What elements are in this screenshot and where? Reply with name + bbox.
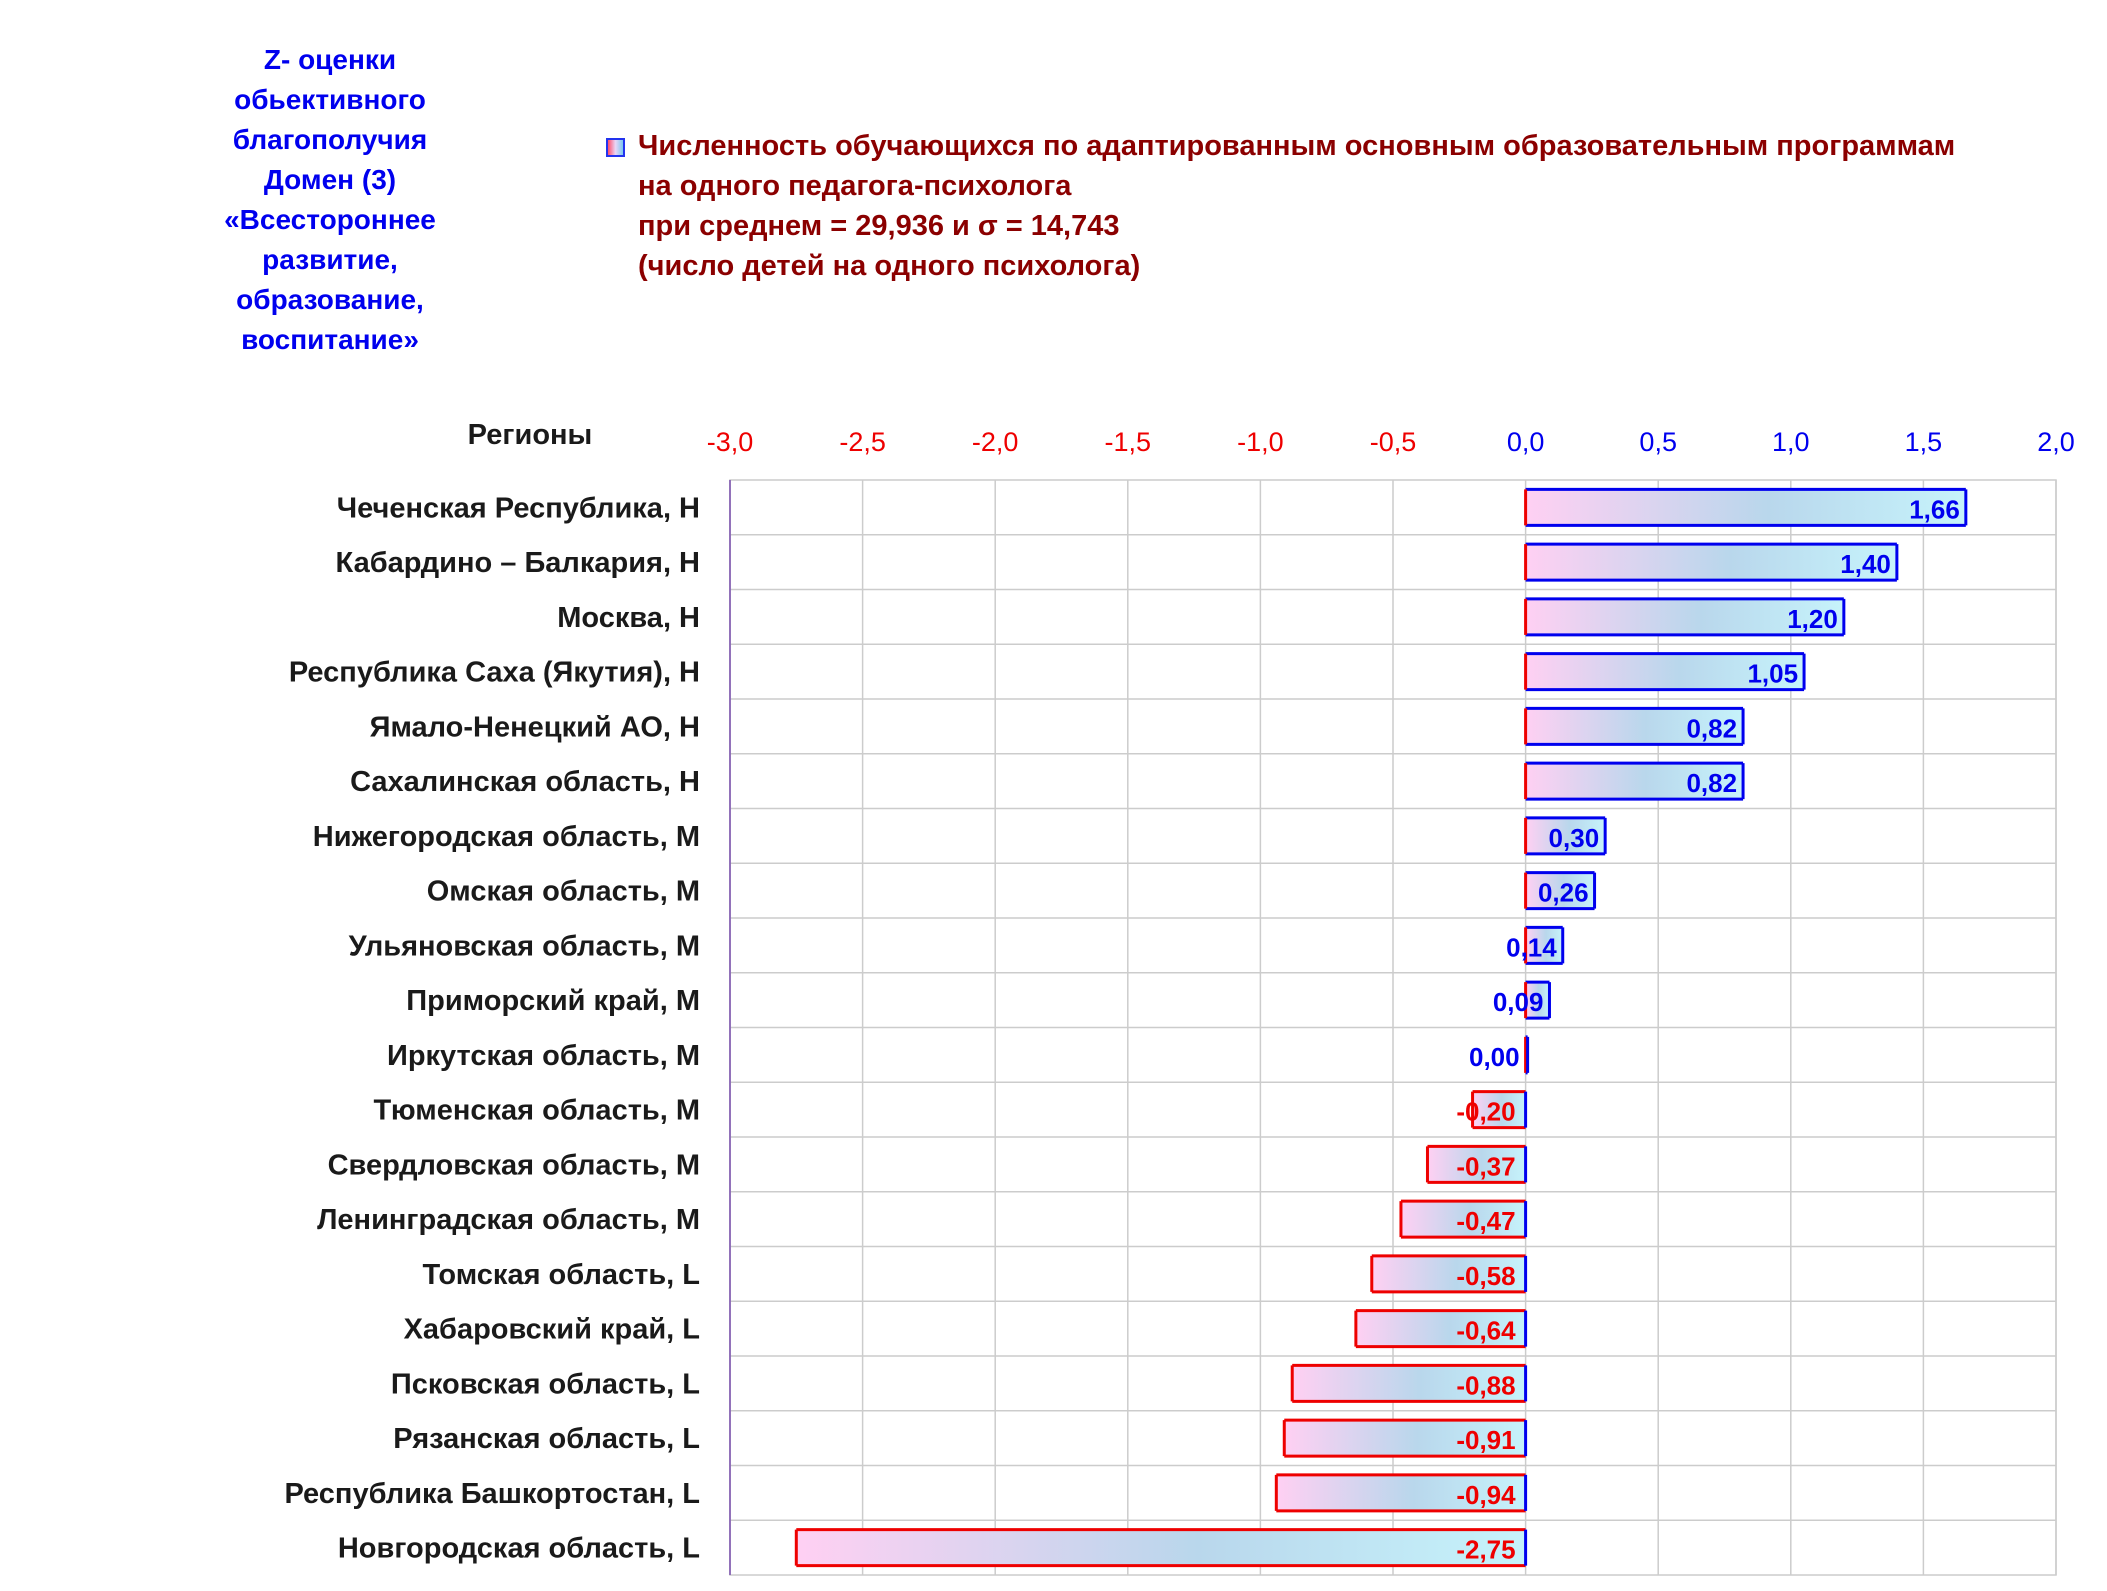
category-label: Ульяновская область, M (349, 930, 700, 962)
bar-value-label: 0,26 (1538, 878, 1589, 908)
domain-note-line: воспитание» (241, 324, 419, 355)
x-tick-label: 2,0 (2037, 427, 2075, 457)
bar (1525, 653, 1805, 690)
domain-note-line: Домен (3) (263, 164, 397, 195)
bar (1525, 817, 1606, 854)
bar (1525, 982, 1550, 1019)
legend-line: Численность обучающихся по адаптированны… (638, 130, 1956, 162)
category-label: Псковская область, L (391, 1368, 700, 1400)
domain-note-line: обьективного (234, 84, 426, 115)
legend-swatch (606, 138, 625, 157)
category-label: Нижегородская область, M (313, 821, 700, 853)
bar (1525, 763, 1744, 800)
category-label: Республика Саха (Якутия), H (289, 657, 700, 689)
domain-note: Z- оценки обьективного благополучия Доме… (205, 40, 455, 360)
bar (1400, 1201, 1526, 1238)
bar-value-label: -0,94 (1456, 1480, 1516, 1510)
legend-line: на одного педагога-психолога (638, 170, 1072, 202)
bar-value-label: 1,05 (1747, 659, 1798, 689)
bar (1284, 1420, 1526, 1457)
category-axis-title: Регионы (468, 419, 593, 451)
bar (1525, 598, 1844, 635)
x-tick-label: -2,5 (839, 427, 886, 457)
bar (1276, 1474, 1526, 1511)
x-tick-label: 1,5 (1905, 427, 1943, 457)
category-label: Иркутская область, M (387, 1040, 700, 1072)
domain-note-line: развитие, (262, 244, 398, 275)
category-label: Рязанская область, L (393, 1423, 700, 1455)
category-label: Чеченская Республика, H (337, 492, 700, 524)
bar-value-label: -0,20 (1456, 1097, 1515, 1127)
category-label: Свердловская область, M (328, 1149, 700, 1181)
bar-value-label: 0,30 (1549, 823, 1600, 853)
legend-line: при среднем = 29,936 и σ = 14,743 (638, 210, 1120, 242)
domain-note-line: благополучия (232, 124, 428, 155)
bar (1525, 927, 1563, 964)
bar-value-label: -0,37 (1456, 1151, 1515, 1181)
legend-text: Численность обучающихся по адаптированны… (638, 126, 1955, 286)
category-label: Ленинградская область, M (317, 1204, 700, 1236)
domain-note-line: образование, (236, 284, 424, 315)
bar-value-label: 0,00 (1469, 1042, 1520, 1072)
category-label: Томская область, L (423, 1259, 700, 1291)
bar-value-label: 1,66 (1909, 494, 1960, 524)
x-tick-label: 1,0 (1772, 427, 1810, 457)
bar-value-label: 1,20 (1787, 604, 1838, 634)
bar-value-label: -0,58 (1456, 1261, 1515, 1291)
bar (1525, 708, 1744, 745)
category-label: Сахалинская область, H (350, 766, 700, 798)
category-label: Омская область, M (427, 876, 700, 908)
bar (1292, 1365, 1526, 1402)
bar-value-label: -0,91 (1456, 1425, 1515, 1455)
bar (1525, 489, 1966, 526)
category-label: Хабаровский край, L (404, 1314, 700, 1346)
bar (1427, 1146, 1526, 1183)
category-label: Кабардино – Балкария, H (336, 547, 700, 579)
category-label: Тюменская область, M (374, 1095, 700, 1127)
bar (1371, 1255, 1526, 1292)
bar-value-label: -0,47 (1456, 1206, 1515, 1236)
bar (1525, 544, 1897, 581)
bar (1525, 872, 1595, 909)
bar-value-label: 0,09 (1493, 987, 1544, 1017)
x-tick-label: 0,5 (1639, 427, 1677, 457)
category-label: Москва, H (557, 602, 700, 634)
category-label: Республика Башкортостан, L (284, 1478, 700, 1510)
domain-note-line: «Всестороннее (224, 204, 436, 235)
legend-line: (число детей на одного психолога) (638, 250, 1141, 282)
bar-value-label: -0,64 (1456, 1316, 1516, 1346)
bar-value-label: 0,14 (1506, 932, 1557, 962)
x-tick-label: -3,0 (707, 427, 754, 457)
x-tick-label: 0,0 (1507, 427, 1545, 457)
x-tick-label: -1,0 (1237, 427, 1284, 457)
category-label: Новгородская область, L (338, 1533, 700, 1565)
bar (1472, 1091, 1526, 1128)
category-label: Приморский край, M (406, 985, 700, 1017)
bar (796, 1529, 1526, 1566)
domain-note-line: Z- оценки (263, 44, 397, 75)
x-tick-label: -1,5 (1105, 427, 1152, 457)
bar-value-label: -0,88 (1456, 1370, 1515, 1400)
x-tick-label: -2,0 (972, 427, 1019, 457)
bar (1355, 1310, 1526, 1347)
x-tick-label: -0,5 (1370, 427, 1417, 457)
bar-value-label: -2,75 (1456, 1535, 1515, 1565)
bar-value-label: 0,82 (1686, 768, 1737, 798)
bar-value-label: 1,40 (1840, 549, 1891, 579)
bar-value-label: 0,82 (1686, 713, 1737, 743)
category-label: Ямало-Ненецкий АО, H (370, 711, 700, 743)
